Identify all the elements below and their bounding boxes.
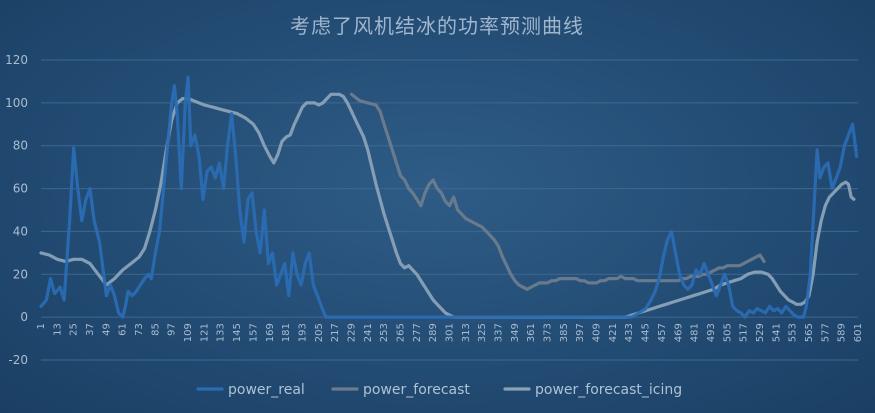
x-tick-label: 565 [804, 323, 815, 342]
legend-item-power-forecast: power_forecast [331, 382, 470, 398]
x-tick-label: 301 [445, 323, 456, 342]
x-tick-label: 289 [428, 323, 439, 342]
x-tick-label: 553 [788, 323, 799, 342]
legend: power_real power_forecast power_forecast_i… [196, 382, 682, 398]
x-tick-label: 601 [853, 323, 864, 342]
x-tick-label: 193 [297, 323, 308, 342]
series-line-power-real [39, 75, 859, 319]
x-tick-label: 409 [592, 323, 603, 342]
y-tick-label: 100 [5, 96, 28, 110]
x-tick-label: 589 [837, 323, 848, 342]
x-axis: 1 13 25 37 49 61 73 85 97 109 121 133 145 157 169 181 19… [36, 323, 864, 342]
x-tick-label: 25 [69, 323, 80, 336]
x-tick-label: 253 [379, 323, 390, 342]
x-tick-label: 529 [755, 323, 766, 342]
chart-title: 考虑了风机结冰的功率预测曲线 [290, 14, 584, 38]
x-tick-label: 109 [183, 323, 194, 342]
x-tick-label: 277 [412, 323, 423, 342]
x-tick-label: 541 [771, 323, 782, 342]
y-tick-label: 60 [13, 182, 28, 196]
x-tick-label: 577 [820, 323, 831, 342]
x-tick-label: 517 [739, 323, 750, 342]
x-tick-label: 145 [232, 323, 243, 342]
x-tick-label: 469 [673, 323, 684, 342]
x-tick-label: 397 [575, 323, 586, 342]
x-tick-label: 85 [150, 323, 161, 336]
x-tick-label: 481 [690, 323, 701, 342]
x-tick-label: 373 [543, 323, 554, 342]
y-tick-label: 20 [13, 267, 28, 281]
x-tick-label: 505 [722, 323, 733, 342]
y-tick-label: 80 [13, 139, 28, 153]
x-tick-label: 433 [624, 323, 635, 342]
x-tick-label: 181 [281, 323, 292, 342]
x-tick-label: 265 [395, 323, 406, 342]
y-tick-label: -20 [8, 353, 28, 367]
x-tick-label: 217 [330, 323, 341, 342]
x-tick-label: 121 [199, 323, 210, 342]
x-tick-label: 313 [461, 323, 472, 342]
y-tick-label: 40 [13, 224, 28, 238]
x-tick-label: 37 [85, 323, 96, 336]
x-tick-label: 349 [510, 323, 521, 342]
y-axis: -20 0 20 40 60 80 100 120 [5, 53, 28, 367]
y-tick-label: 120 [5, 53, 28, 67]
legend-item-power-real: power_real [196, 382, 305, 398]
x-tick-label: 337 [494, 323, 505, 342]
x-tick-label: 49 [101, 323, 112, 336]
x-tick-label: 205 [314, 323, 325, 342]
legend-label: power_forecast_icing [535, 382, 682, 398]
x-tick-label: 445 [641, 323, 652, 342]
x-tick-label: 169 [265, 323, 276, 342]
x-tick-label: 13 [52, 323, 63, 336]
legend-label: power_real [228, 382, 305, 398]
legend-item-power-forecast-icing: power_forecast_icing [503, 382, 682, 398]
x-tick-label: 421 [608, 323, 619, 342]
x-tick-label: 229 [346, 323, 357, 342]
x-tick-label: 493 [706, 323, 717, 342]
x-tick-label: 385 [559, 323, 570, 342]
x-tick-label: 61 [118, 323, 129, 336]
legend-label: power_forecast [363, 382, 470, 398]
x-tick-label: 97 [167, 323, 178, 336]
x-tick-label: 1 [36, 323, 47, 329]
x-tick-label: 73 [134, 323, 145, 336]
x-tick-label: 241 [363, 323, 374, 342]
series-layer [39, 75, 859, 319]
x-tick-label: 157 [248, 323, 259, 342]
x-tick-label: 133 [216, 323, 227, 342]
series-line-power-forecast [349, 92, 766, 291]
y-tick-label: 0 [20, 310, 28, 324]
x-tick-label: 457 [657, 323, 668, 342]
x-tick-label: 361 [526, 323, 537, 342]
x-tick-label: 325 [477, 323, 488, 342]
